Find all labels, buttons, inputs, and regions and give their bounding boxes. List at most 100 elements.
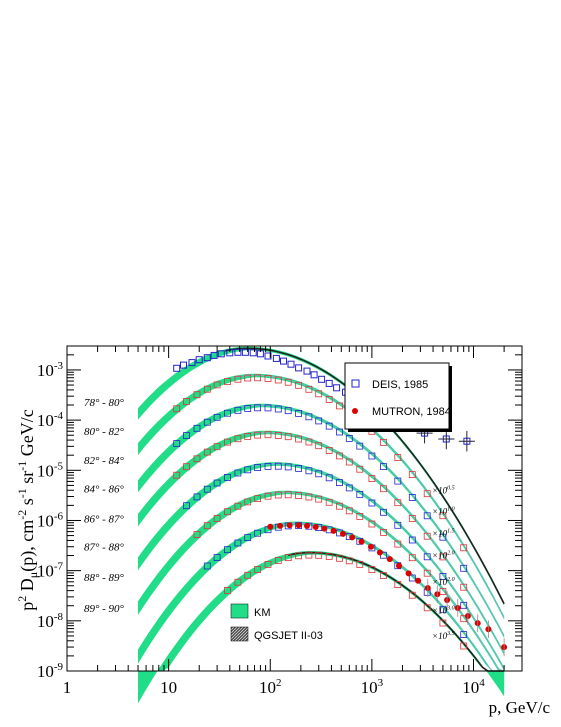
deis-point [224, 508, 231, 516]
mutron-point [415, 577, 422, 584]
deis-point [356, 513, 364, 520]
legend-km-swatch [230, 603, 249, 619]
deis-point-top [303, 367, 311, 375]
deis-point [203, 418, 211, 426]
deis-point [224, 409, 231, 417]
deis-point-top [180, 361, 187, 369]
deis-point [305, 438, 313, 446]
deis-point [423, 553, 431, 561]
deis-point [213, 479, 221, 487]
deis-point [345, 507, 353, 515]
deis-point [336, 502, 343, 510]
deis-point [224, 378, 231, 385]
legend-qgsjet-label: QGSJET II-03 [254, 630, 323, 642]
deis-point [244, 534, 252, 541]
qgsjet-curve-5 [251, 463, 505, 669]
legend-models: KM QGSJET II-03 [230, 603, 323, 642]
deis-point [213, 443, 221, 451]
deis-point [356, 465, 364, 473]
deis-point [295, 409, 303, 417]
deis-point [244, 466, 252, 474]
deis-point [183, 502, 190, 510]
deis-point [264, 431, 272, 439]
deis-point [380, 508, 387, 516]
deis-point [284, 433, 292, 441]
deis-point [274, 491, 282, 499]
points-layer [173, 348, 508, 656]
deis-point [183, 397, 190, 405]
deis-point [460, 583, 468, 591]
band-label: 82° - 84° [84, 455, 125, 467]
plot-frame [66, 345, 523, 672]
ticks-layer [66, 345, 523, 672]
deis-point [305, 385, 313, 393]
deis-point-top [203, 354, 211, 362]
band-label: 89° - 90° [84, 603, 125, 615]
deis-point [244, 405, 252, 412]
deis-point [368, 499, 376, 507]
deis-point [234, 502, 242, 510]
deis-point [315, 442, 323, 450]
deis-point [408, 591, 416, 599]
deis-point [173, 405, 181, 413]
x-tick-label: 104 [462, 677, 485, 697]
scale-label: ×101.0 [432, 507, 455, 517]
deis-point [336, 452, 343, 460]
deis-point [380, 485, 387, 493]
mutron-point [330, 527, 337, 534]
mutron-point [277, 522, 284, 529]
deis-point [439, 533, 447, 541]
y-tick-label: 10-5 [37, 460, 64, 480]
mutron-point [396, 562, 402, 569]
deis-point [460, 544, 468, 552]
deis-point [315, 470, 323, 478]
band-label: 84° - 86° [84, 484, 125, 496]
legend-shadow-right [449, 366, 452, 432]
deis-point [394, 521, 402, 529]
deis-point [203, 448, 211, 456]
deis-point [368, 566, 376, 573]
deis-point [244, 374, 252, 382]
deis-point [254, 431, 262, 439]
deis-point [264, 492, 272, 500]
deis-point [264, 462, 272, 470]
x-tick-label: 1 [63, 678, 72, 697]
mutron-point [405, 570, 412, 577]
mutron-point [386, 556, 393, 563]
band-label: 88° - 89° [84, 572, 125, 584]
deis-point [224, 473, 231, 481]
deis-point [439, 619, 447, 627]
deis-point [274, 557, 282, 564]
deis-point [460, 631, 468, 638]
deis-point [264, 404, 272, 412]
y-tick-label: 10-7 [37, 561, 64, 581]
deis-point-top [325, 379, 333, 387]
deis-point [244, 432, 252, 440]
deis-point-top [188, 359, 196, 367]
deis-point [336, 402, 343, 410]
deis-point [203, 562, 211, 570]
scale-label: ×102.0 [432, 577, 455, 587]
km-band-8 [138, 551, 505, 704]
mutron-point [368, 543, 374, 550]
deis-point-top [310, 371, 318, 379]
mutron-point [295, 522, 302, 529]
deis-point [423, 604, 431, 612]
deis-point-top [264, 352, 272, 360]
x-tick-label: 103 [361, 677, 384, 697]
deis-point-top [280, 357, 287, 365]
deis-point [193, 424, 201, 432]
deis-point [325, 396, 333, 403]
legend-box [344, 362, 450, 430]
deis-point [368, 520, 376, 528]
deis-point [408, 574, 416, 582]
deis-point [274, 431, 282, 439]
deis-point [213, 413, 221, 421]
deis-point [213, 515, 221, 522]
deis-point [408, 493, 416, 501]
deis-point-top [287, 360, 295, 368]
scale-label: ×101.5 [432, 528, 455, 538]
deis-point [173, 471, 181, 479]
mutron-point [286, 522, 293, 529]
